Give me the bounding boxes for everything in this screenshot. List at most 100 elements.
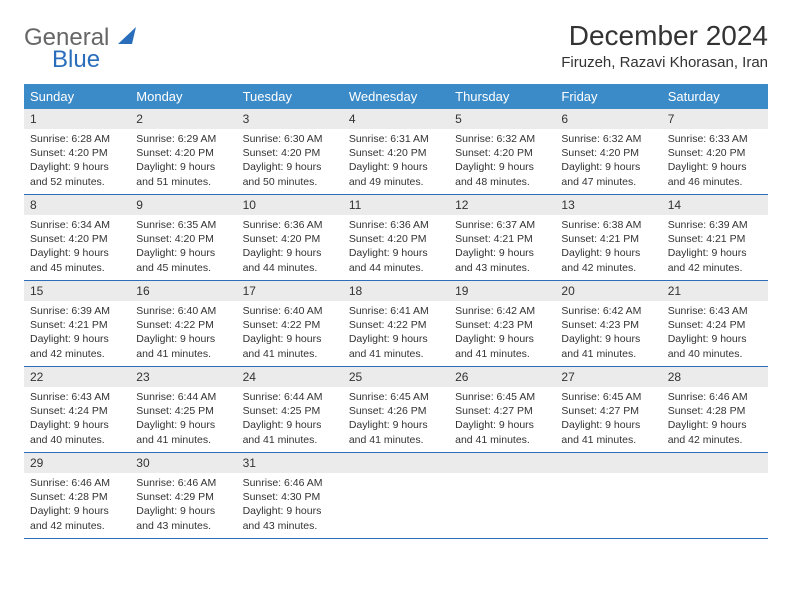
day-details: Sunrise: 6:43 AMSunset: 4:24 PMDaylight:… [662,301,768,365]
day-line-sr: Sunrise: 6:28 AM [30,132,124,146]
sail-icon [118,24,140,52]
day-details: Sunrise: 6:44 AMSunset: 4:25 PMDaylight:… [237,387,343,451]
day-line-sr: Sunrise: 6:45 AM [455,390,549,404]
day-number: 29 [24,453,130,473]
day-number: 31 [237,453,343,473]
day-details: Sunrise: 6:30 AMSunset: 4:20 PMDaylight:… [237,129,343,193]
day-line-sr: Sunrise: 6:32 AM [561,132,655,146]
day-details: Sunrise: 6:34 AMSunset: 4:20 PMDaylight:… [24,215,130,279]
day-details: Sunrise: 6:46 AMSunset: 4:28 PMDaylight:… [24,473,130,537]
day-line-sr: Sunrise: 6:46 AM [30,476,124,490]
day-line-ss: Sunset: 4:28 PM [30,490,124,504]
day-line-dl2: and 41 minutes. [349,347,443,361]
day-line-dl1: Daylight: 9 hours [136,332,230,346]
day-line-dl2: and 40 minutes. [30,433,124,447]
calendar-cell [555,453,661,539]
day-line-dl2: and 42 minutes. [30,519,124,533]
calendar-cell: 12Sunrise: 6:37 AMSunset: 4:21 PMDayligh… [449,195,555,281]
day-line-dl1: Daylight: 9 hours [561,418,655,432]
day-line-dl1: Daylight: 9 hours [455,332,549,346]
day-line-sr: Sunrise: 6:46 AM [136,476,230,490]
day-line-sr: Sunrise: 6:43 AM [30,390,124,404]
calendar-cell [662,453,768,539]
day-number: 3 [237,109,343,129]
calendar-cell: 15Sunrise: 6:39 AMSunset: 4:21 PMDayligh… [24,281,130,367]
day-number: 23 [130,367,236,387]
calendar-cell: 26Sunrise: 6:45 AMSunset: 4:27 PMDayligh… [449,367,555,453]
calendar-week-row: 15Sunrise: 6:39 AMSunset: 4:21 PMDayligh… [24,281,768,367]
day-line-dl2: and 42 minutes. [561,261,655,275]
calendar-cell: 8Sunrise: 6:34 AMSunset: 4:20 PMDaylight… [24,195,130,281]
day-line-sr: Sunrise: 6:41 AM [349,304,443,318]
day-number: 20 [555,281,661,301]
day-details: Sunrise: 6:45 AMSunset: 4:26 PMDaylight:… [343,387,449,451]
day-number: 11 [343,195,449,215]
day-line-dl1: Daylight: 9 hours [668,160,762,174]
calendar-cell: 11Sunrise: 6:36 AMSunset: 4:20 PMDayligh… [343,195,449,281]
day-number: 12 [449,195,555,215]
calendar-cell: 30Sunrise: 6:46 AMSunset: 4:29 PMDayligh… [130,453,236,539]
day-line-dl2: and 49 minutes. [349,175,443,189]
day-line-dl1: Daylight: 9 hours [243,418,337,432]
day-details: Sunrise: 6:39 AMSunset: 4:21 PMDaylight:… [662,215,768,279]
calendar-cell: 16Sunrise: 6:40 AMSunset: 4:22 PMDayligh… [130,281,236,367]
day-line-dl1: Daylight: 9 hours [561,332,655,346]
calendar-cell: 22Sunrise: 6:43 AMSunset: 4:24 PMDayligh… [24,367,130,453]
calendar-cell: 10Sunrise: 6:36 AMSunset: 4:20 PMDayligh… [237,195,343,281]
day-header-row: SundayMondayTuesdayWednesdayThursdayFrid… [24,84,768,109]
day-details: Sunrise: 6:31 AMSunset: 4:20 PMDaylight:… [343,129,449,193]
day-line-dl1: Daylight: 9 hours [136,504,230,518]
day-line-dl2: and 44 minutes. [243,261,337,275]
day-line-ss: Sunset: 4:20 PM [668,146,762,160]
day-line-dl2: and 42 minutes. [668,433,762,447]
day-details: Sunrise: 6:46 AMSunset: 4:28 PMDaylight:… [662,387,768,451]
calendar-cell [343,453,449,539]
day-details: Sunrise: 6:40 AMSunset: 4:22 PMDaylight:… [237,301,343,365]
day-line-sr: Sunrise: 6:40 AM [243,304,337,318]
day-line-sr: Sunrise: 6:33 AM [668,132,762,146]
day-line-ss: Sunset: 4:21 PM [561,232,655,246]
day-body-empty [662,473,768,523]
day-details: Sunrise: 6:40 AMSunset: 4:22 PMDaylight:… [130,301,236,365]
day-line-sr: Sunrise: 6:37 AM [455,218,549,232]
day-line-ss: Sunset: 4:20 PM [243,232,337,246]
day-details: Sunrise: 6:43 AMSunset: 4:24 PMDaylight:… [24,387,130,451]
day-details: Sunrise: 6:38 AMSunset: 4:21 PMDaylight:… [555,215,661,279]
day-line-dl1: Daylight: 9 hours [561,160,655,174]
calendar-body: 1Sunrise: 6:28 AMSunset: 4:20 PMDaylight… [24,109,768,539]
title-block: December 2024 Firuzeh, Razavi Khorasan, … [561,20,768,71]
day-line-dl2: and 43 minutes. [455,261,549,275]
day-header: Friday [555,84,661,109]
day-line-ss: Sunset: 4:23 PM [455,318,549,332]
day-number: 13 [555,195,661,215]
day-line-dl2: and 43 minutes. [136,519,230,533]
day-line-dl2: and 47 minutes. [561,175,655,189]
day-number: 15 [24,281,130,301]
day-details: Sunrise: 6:29 AMSunset: 4:20 PMDaylight:… [130,129,236,193]
day-number: 21 [662,281,768,301]
calendar-cell: 3Sunrise: 6:30 AMSunset: 4:20 PMDaylight… [237,109,343,195]
day-line-sr: Sunrise: 6:44 AM [136,390,230,404]
day-line-ss: Sunset: 4:21 PM [668,232,762,246]
day-header: Monday [130,84,236,109]
day-body-empty [343,473,449,523]
day-number: 4 [343,109,449,129]
day-line-sr: Sunrise: 6:35 AM [136,218,230,232]
day-line-dl2: and 41 minutes. [243,347,337,361]
day-number: 26 [449,367,555,387]
day-line-ss: Sunset: 4:21 PM [455,232,549,246]
calendar-week-row: 29Sunrise: 6:46 AMSunset: 4:28 PMDayligh… [24,453,768,539]
day-details: Sunrise: 6:46 AMSunset: 4:29 PMDaylight:… [130,473,236,537]
day-header: Tuesday [237,84,343,109]
day-line-dl1: Daylight: 9 hours [455,418,549,432]
day-line-sr: Sunrise: 6:46 AM [243,476,337,490]
calendar-cell: 5Sunrise: 6:32 AMSunset: 4:20 PMDaylight… [449,109,555,195]
calendar-cell: 13Sunrise: 6:38 AMSunset: 4:21 PMDayligh… [555,195,661,281]
calendar-week-row: 1Sunrise: 6:28 AMSunset: 4:20 PMDaylight… [24,109,768,195]
day-line-ss: Sunset: 4:22 PM [136,318,230,332]
day-line-dl1: Daylight: 9 hours [455,160,549,174]
day-line-dl1: Daylight: 9 hours [243,160,337,174]
day-line-dl2: and 44 minutes. [349,261,443,275]
day-details: Sunrise: 6:36 AMSunset: 4:20 PMDaylight:… [343,215,449,279]
day-line-dl2: and 41 minutes. [136,433,230,447]
